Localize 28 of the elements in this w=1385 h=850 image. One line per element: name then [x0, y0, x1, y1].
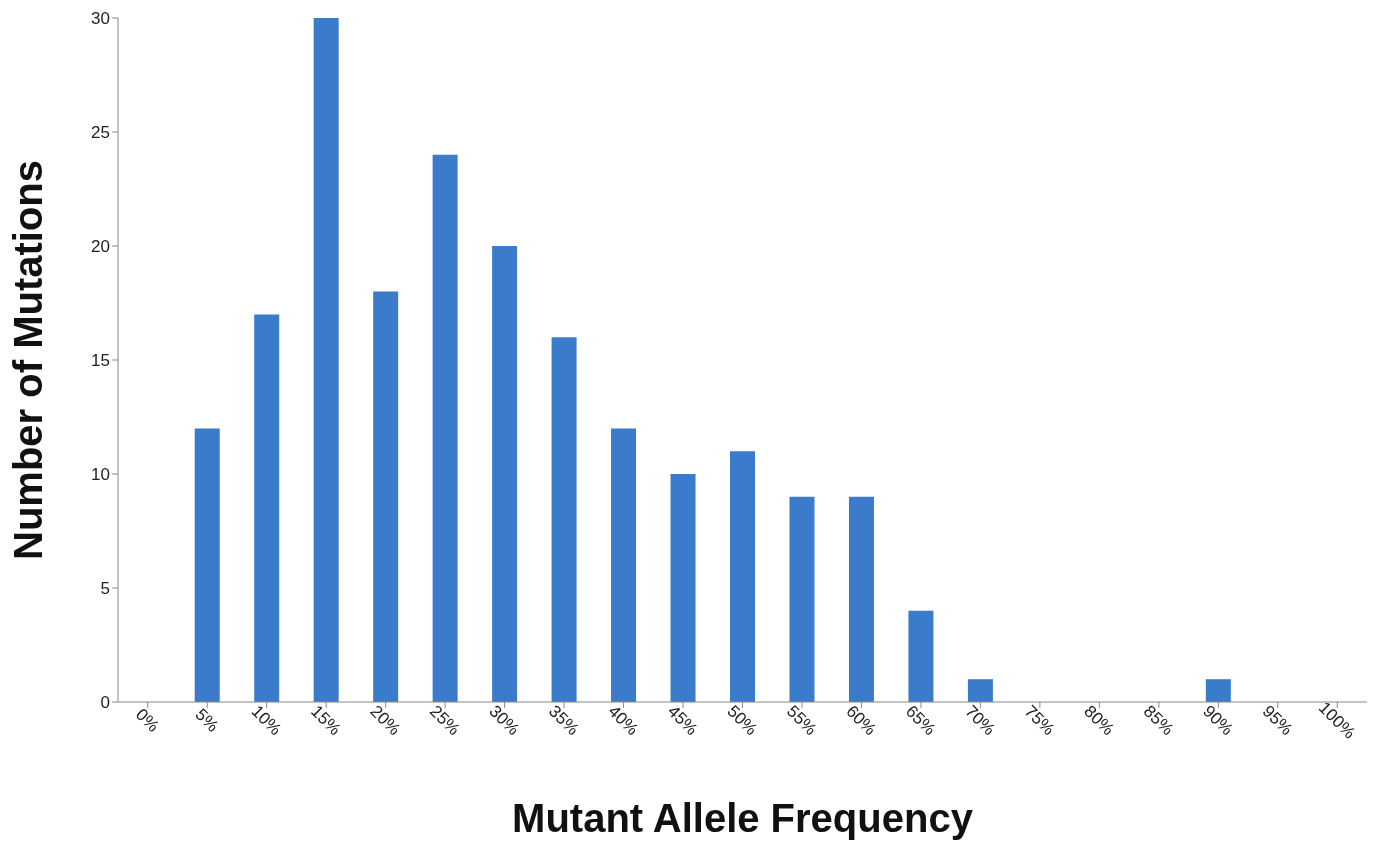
bar: [492, 246, 518, 702]
bar: [373, 291, 399, 702]
bar: [967, 679, 993, 702]
y-tick-label: 20: [91, 237, 110, 257]
x-tick-label: 0%: [131, 704, 163, 736]
x-tick-label: 5%: [191, 704, 223, 736]
y-tick-label: 25: [91, 123, 110, 143]
bar: [313, 18, 339, 702]
y-tick-label: 0: [100, 693, 110, 713]
bar: [908, 610, 934, 702]
x-axis-title: Mutant Allele Frequency: [512, 796, 974, 840]
y-axis-title: Number of Mutations: [6, 160, 51, 560]
bar: [848, 496, 874, 702]
bar: [1205, 679, 1231, 702]
x-tick-label: 40%: [604, 701, 642, 740]
bar: [611, 428, 637, 702]
y-tick-label: 5: [100, 579, 110, 599]
bar: [551, 337, 577, 702]
bar: [432, 154, 458, 702]
y-tick-label: 10: [91, 465, 110, 485]
x-tick-label: 45%: [663, 701, 702, 740]
bar: [670, 474, 696, 702]
bar: [254, 314, 280, 702]
bar: [194, 428, 220, 702]
y-tick-label: 30: [91, 9, 110, 29]
bar: [730, 451, 756, 702]
y-tick-label: 15: [91, 351, 110, 371]
bar: [789, 496, 815, 702]
